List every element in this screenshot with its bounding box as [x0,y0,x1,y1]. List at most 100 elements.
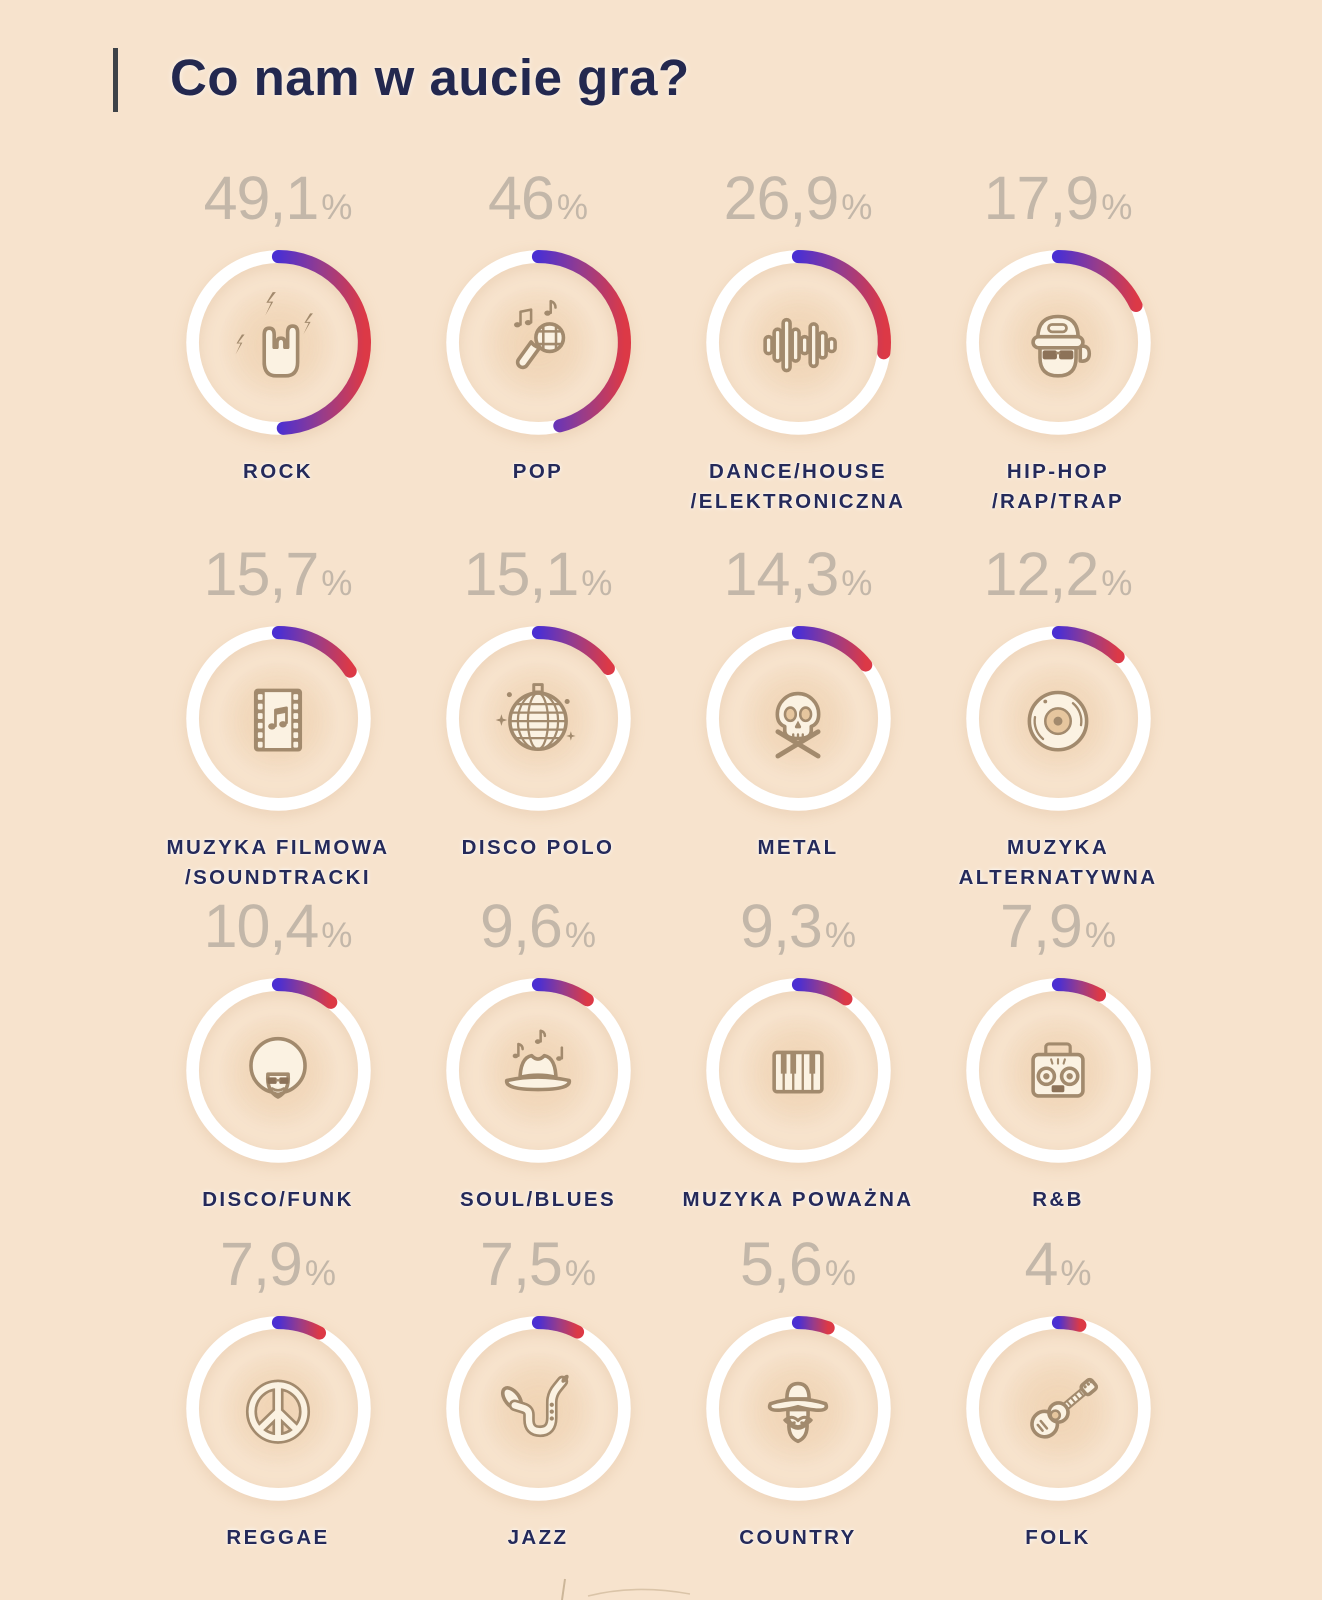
rapper-icon [956,240,1161,445]
genre-card-country: 5,6% COUNTRY [668,1234,928,1584]
percent-sign: % [321,188,353,227]
genre-label: DANCE/HOUSE/ELEKTRONICZNA [690,460,906,513]
fedora-icon [436,968,641,1173]
percent-sign: % [1060,1254,1092,1293]
progress-arc [531,978,594,1007]
genre-card-r-b: 7,9% R&B [928,896,1188,1234]
percentage-number: 7,9 [220,1230,303,1298]
progress-arc [1051,1316,1086,1332]
progress-arc [1051,250,1143,313]
donut-gauge [176,240,381,445]
progress-arc [791,626,872,672]
percentage-number: 15,1 [463,540,580,608]
genre-label: HIP-HOP/RAP/TRAP [991,460,1125,513]
rock-hand-icon [176,240,381,445]
progress-arc [531,626,615,676]
percent-sign: % [841,564,873,603]
donut-gauge [956,616,1161,821]
progress-arc [791,978,852,1006]
percent-sign: % [1101,564,1133,603]
percentage-value: 12,2% [984,544,1133,614]
genre-card-disco-funk: 10,4% DISCO/FUNK [148,896,408,1234]
donut-gauge [436,1306,641,1511]
percentage-value: 5,6% [740,1234,856,1304]
genre-card-metal: 14,3% METAL [668,544,928,896]
percentage-number: 46 [488,164,555,232]
genre-card-rock: 49,1% ROCK [148,168,408,544]
piano-icon [696,968,901,1173]
genre-label: JAZZ [507,1526,569,1549]
percentage-number: 7,9 [1000,892,1083,960]
genre-label: MUZYKA POWAŻNA [682,1188,914,1211]
donut-gauge [956,1306,1161,1511]
percentage-number: 14,3 [723,540,840,608]
percentage-value: 9,6% [480,896,596,966]
donut-gauge [436,968,641,1173]
genre-card-reggae: 7,9% REGGAE [148,1234,408,1584]
percentage-number: 9,6 [480,892,563,960]
genre-card-muzyka-poważna: 9,3% MUZYKA POWAŻNA [668,896,928,1234]
genre-label: FOLK [1025,1526,1091,1549]
donut-gauge [696,616,901,821]
cowboy-icon [696,1306,901,1511]
percent-sign: % [321,564,353,603]
percentage-number: 17,9 [983,164,1100,232]
progress-arc [271,250,371,435]
donut-gauge [696,1306,901,1511]
percentage-value: 14,3% [724,544,873,614]
percentage-value: 9,3% [740,896,856,966]
genre-label: MUZYKA ALTERNATYWNA [958,836,1158,889]
microphone-icon [436,240,641,445]
percent-sign: % [1084,916,1116,955]
peace-icon [176,1306,381,1511]
afro-icon [176,968,381,1173]
percentage-number: 49,1 [203,164,320,232]
percentage-value: 7,9% [1000,896,1116,966]
boombox-icon [956,968,1161,1173]
percent-sign: % [1101,188,1133,227]
donut-gauge [956,968,1161,1173]
genre-label: DISCO POLO [461,836,615,859]
percent-sign: % [321,916,353,955]
percent-sign: % [581,564,613,603]
genre-card-jazz: 7,5% JAZZ [408,1234,668,1584]
percentage-value: 17,9% [984,168,1133,238]
donut-gauge [436,240,641,445]
progress-arc [791,1316,835,1335]
donut-gauge [956,240,1161,445]
progress-arc [791,250,891,360]
header: Co nam w aucie gra? [113,46,690,112]
genre-card-muzyka-alternatywna: 12,2% MUZYKA ALTERNATYWNA [928,544,1188,896]
car-illustration-partial [561,1578,691,1600]
donut-ring-svg [185,978,371,1163]
genre-grid: 49,1% ROCK 46% POP [148,168,1188,1584]
genre-label: DISCO/FUNK [202,1188,354,1211]
genre-label: ROCK [243,460,313,483]
percentage-number: 9,3 [740,892,823,960]
percent-sign: % [556,188,588,227]
percentage-number: 4 [1024,1230,1058,1298]
donut-gauge [696,240,901,445]
donut-gauge [176,616,381,821]
donut-gauge [696,968,901,1173]
vinyl-icon [956,616,1161,821]
percentage-number: 12,2 [983,540,1100,608]
percentage-value: 7,9% [220,1234,336,1304]
donut-gauge [176,968,381,1173]
genre-label: METAL [757,836,839,859]
genre-card-muzyka-filmowa-soundtracki: 15,7% MUZYKA FILMOWA/SOUNDTRACKI [148,544,408,896]
percent-sign: % [841,188,873,227]
genre-label: COUNTRY [739,1526,857,1549]
percentage-value: 49,1% [204,168,353,238]
page-title: Co nam w aucie gra? [170,49,690,106]
genre-card-disco-polo: 15,1% DISCO POLO [408,544,668,896]
progress-arc [271,1316,326,1340]
genre-label: R&B [1032,1188,1084,1211]
percentage-number: 10,4 [203,892,320,960]
filmstrip-icon [176,616,381,821]
percentage-value: 26,9% [724,168,873,238]
genre-card-dance-house-elektroniczna: 26,9% DANCE/HOUSE/ELEKTRONICZNA [668,168,928,544]
title-accent-bar [113,48,118,112]
genre-label: POP [512,460,564,483]
